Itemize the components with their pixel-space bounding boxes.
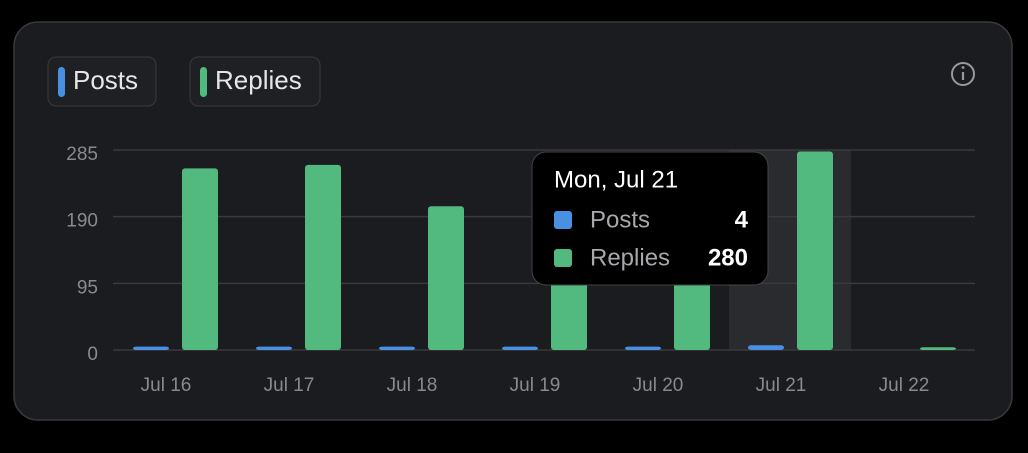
legend-label: Posts	[73, 65, 138, 95]
y-tick-label: 0	[87, 344, 98, 365]
legend-swatch	[58, 67, 65, 97]
bar	[182, 168, 218, 350]
y-tick-label: 95	[77, 277, 98, 298]
tooltip: Mon, Jul 21 Posts 4 Replies 280	[531, 151, 769, 286]
tooltip-swatch	[554, 249, 572, 267]
x-tick-label: Jul 22	[879, 375, 930, 396]
x-tick-label: Jul 18	[387, 375, 438, 396]
legend-posts[interactable]: Posts	[47, 56, 157, 107]
x-tick-label: Jul 19	[510, 375, 561, 396]
bar	[256, 346, 292, 350]
x-tick-label: Jul 20	[633, 375, 684, 396]
tooltip-swatch	[554, 211, 572, 229]
info-circle[interactable]	[951, 62, 975, 86]
bar	[428, 206, 464, 350]
bar	[748, 345, 784, 350]
y-tick-label: 285	[66, 144, 98, 165]
legend-button[interactable]	[189, 56, 321, 107]
bar	[625, 346, 661, 350]
tooltip-title: Mon, Jul 21	[554, 166, 678, 193]
info-icon[interactable]	[951, 62, 975, 86]
x-tick-label: Jul 21	[756, 375, 807, 396]
legend-button[interactable]	[47, 56, 157, 107]
bar	[797, 151, 833, 350]
tooltip-value: 280	[708, 244, 748, 271]
y-tick-label: 190	[66, 211, 98, 232]
legend-replies[interactable]: Replies	[189, 56, 321, 107]
legend-label: Replies	[215, 65, 302, 95]
bar	[305, 164, 341, 350]
bar	[379, 346, 415, 350]
tooltip-label: Posts	[590, 206, 650, 233]
bar	[920, 347, 956, 350]
bar	[502, 346, 538, 350]
bar	[133, 346, 169, 350]
info-dot	[961, 66, 965, 69]
legend-swatch	[200, 67, 207, 97]
tooltip-label: Replies	[590, 244, 670, 271]
x-tick-label: Jul 17	[264, 375, 315, 396]
tooltip-value: 4	[735, 206, 749, 233]
x-tick-label: Jul 16	[141, 375, 192, 396]
card	[13, 21, 1013, 421]
tooltip-box	[531, 151, 769, 286]
